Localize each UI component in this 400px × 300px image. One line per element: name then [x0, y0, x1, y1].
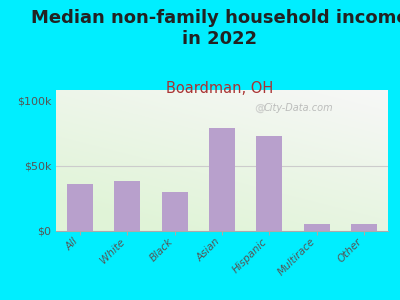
Bar	[351, 224, 377, 231]
Text: @: @	[255, 103, 266, 113]
Bar	[162, 192, 188, 231]
Bar	[304, 224, 330, 231]
Text: Boardman, OH: Boardman, OH	[166, 81, 274, 96]
Text: Median non-family household income
in 2022: Median non-family household income in 20…	[31, 9, 400, 48]
Text: City-Data.com: City-Data.com	[264, 103, 333, 113]
Bar	[209, 128, 235, 231]
Bar	[114, 182, 140, 231]
Bar	[256, 136, 282, 231]
Bar	[67, 184, 93, 231]
